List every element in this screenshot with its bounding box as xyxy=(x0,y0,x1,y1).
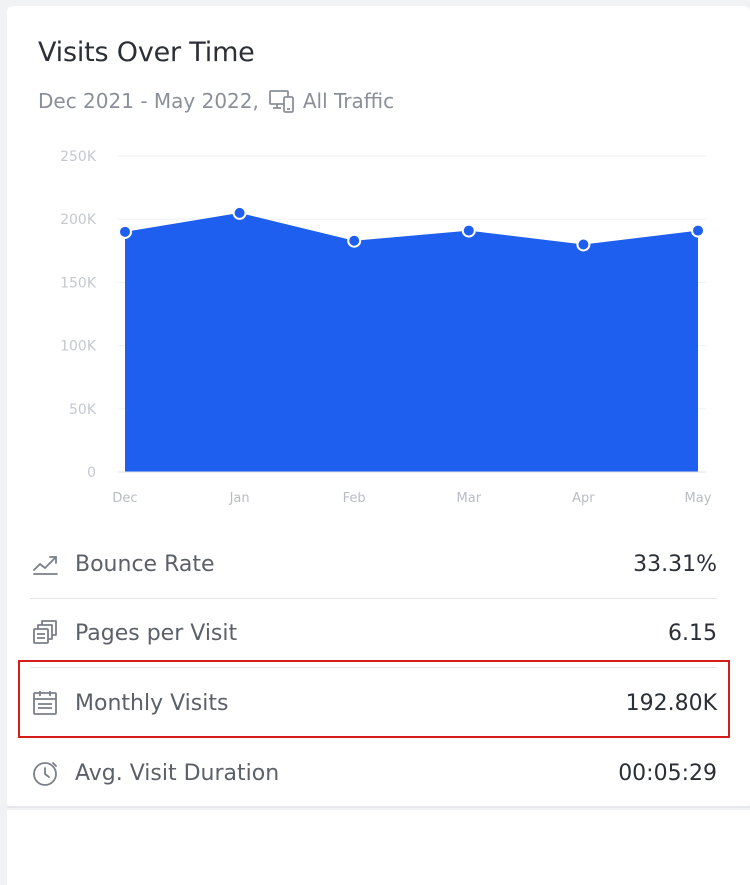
visits-area-chart: 0 50K 100K 150K 200K 250K Dec Jan Feb Mar Apr May xyxy=(60,149,712,506)
stat-row-avg-visit-duration: Avg. Visit Duration 00:05:29 xyxy=(30,742,717,804)
x-tick-label: Feb xyxy=(343,491,366,506)
divider xyxy=(30,667,717,668)
divider xyxy=(30,598,717,599)
calendar-icon xyxy=(30,688,60,718)
x-tick-label: Jan xyxy=(229,491,250,506)
x-tick-label: Dec xyxy=(112,491,137,506)
data-point-mar[interactable] xyxy=(461,223,476,238)
data-point-feb[interactable] xyxy=(347,233,362,248)
stat-value: 33.31% xyxy=(633,551,717,577)
y-tick-label: 150K xyxy=(60,275,97,291)
stat-row-pages-per-visit: Pages per Visit 6.15 xyxy=(30,602,717,664)
trend-line-icon xyxy=(30,549,60,579)
stat-row-monthly-visits: Monthly Visits 192.80K xyxy=(30,672,717,734)
widget-subtitle: Dec 2021 - May 2022, All Traffic xyxy=(38,86,394,116)
y-tick-label: 250K xyxy=(60,149,97,165)
x-tick-label: Mar xyxy=(457,491,482,506)
next-card-area xyxy=(7,810,750,885)
visits-area xyxy=(125,212,698,472)
widget-title: Visits Over Time xyxy=(38,37,255,68)
y-tick-label: 200K xyxy=(60,212,97,228)
data-point-dec[interactable] xyxy=(118,224,132,239)
stat-label: Monthly Visits xyxy=(75,690,229,716)
stat-label: Bounce Rate xyxy=(75,551,215,577)
y-tick-label: 100K xyxy=(60,339,97,355)
stat-value: 6.15 xyxy=(668,620,717,646)
data-point-apr[interactable] xyxy=(576,237,591,252)
stat-label: Pages per Visit xyxy=(75,620,238,646)
x-tick-label: Apr xyxy=(572,491,595,506)
stat-label: Avg. Visit Duration xyxy=(75,760,280,786)
pages-icon xyxy=(30,618,60,648)
card-bottom-border xyxy=(7,806,750,808)
date-range: Dec 2021 - May 2022, xyxy=(38,89,259,113)
stat-row-bounce-rate: Bounce Rate 33.31% xyxy=(30,533,717,595)
stat-value: 00:05:29 xyxy=(618,760,717,786)
traffic-filter[interactable]: All Traffic xyxy=(302,89,395,113)
stopwatch-icon xyxy=(30,758,60,788)
x-tick-label: May xyxy=(685,491,712,506)
data-point-jan[interactable] xyxy=(232,205,247,220)
y-tick-label: 50K xyxy=(69,402,97,418)
data-point-may[interactable] xyxy=(691,223,705,238)
devices-icon xyxy=(267,86,297,116)
y-tick-label: 0 xyxy=(87,465,96,481)
monthly-visits-highlight xyxy=(18,660,730,738)
stat-value: 192.80K xyxy=(625,690,717,716)
